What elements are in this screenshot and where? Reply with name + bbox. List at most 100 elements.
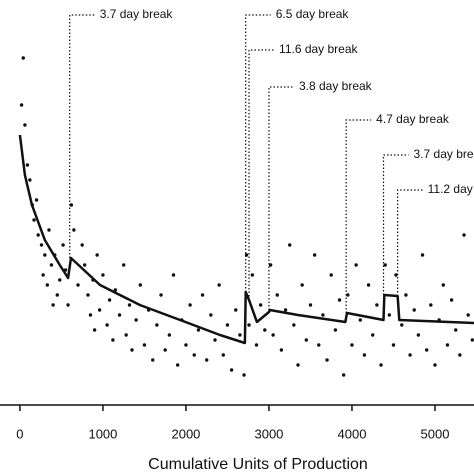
data-point bbox=[163, 348, 167, 352]
x-tick-label: 0 bbox=[16, 426, 23, 441]
data-point bbox=[250, 273, 255, 277]
data-point bbox=[61, 243, 65, 247]
data-point bbox=[155, 323, 159, 327]
data-point bbox=[55, 293, 59, 297]
data-point bbox=[25, 163, 30, 167]
data-point bbox=[76, 283, 80, 287]
data-point bbox=[171, 273, 176, 277]
data-point bbox=[95, 253, 99, 257]
data-point bbox=[130, 348, 134, 352]
break-label: 4.7 day break bbox=[376, 112, 450, 126]
data-point bbox=[225, 323, 230, 327]
data-point bbox=[247, 323, 251, 327]
data-point bbox=[429, 303, 433, 307]
data-point bbox=[383, 263, 387, 267]
data-point bbox=[379, 363, 383, 367]
data-point bbox=[433, 363, 437, 367]
data-point bbox=[354, 263, 358, 267]
data-point bbox=[175, 363, 180, 367]
break-leader bbox=[69, 14, 95, 258]
data-point bbox=[221, 353, 226, 357]
data-point bbox=[86, 293, 90, 297]
data-point bbox=[39, 243, 44, 247]
data-point bbox=[391, 343, 396, 347]
data-point bbox=[34, 198, 39, 202]
data-point bbox=[234, 308, 238, 312]
data-point bbox=[454, 328, 458, 332]
data-point bbox=[142, 343, 147, 347]
x-tick-label: 3000 bbox=[254, 426, 283, 441]
data-point bbox=[167, 333, 172, 337]
data-point bbox=[51, 303, 55, 307]
break-label: 11.6 day break bbox=[279, 42, 358, 56]
data-point bbox=[358, 318, 362, 322]
data-point bbox=[21, 56, 25, 60]
data-point bbox=[196, 328, 201, 332]
data-point bbox=[404, 293, 408, 297]
data-point bbox=[217, 283, 221, 287]
data-point bbox=[117, 313, 122, 317]
data-point bbox=[462, 233, 466, 237]
data-point bbox=[350, 343, 354, 347]
data-point bbox=[200, 293, 205, 297]
data-point bbox=[292, 323, 296, 327]
data-point bbox=[43, 253, 47, 257]
data-point bbox=[19, 103, 24, 107]
data-point bbox=[23, 123, 27, 127]
data-point bbox=[47, 228, 51, 232]
x-tick-label: 2000 bbox=[171, 426, 200, 441]
data-point bbox=[268, 263, 273, 267]
break-label: 11.2 day break bbox=[428, 182, 474, 196]
data-point bbox=[263, 328, 267, 332]
data-point bbox=[192, 353, 196, 357]
data-point bbox=[134, 318, 138, 322]
data-point bbox=[254, 343, 259, 347]
data-point bbox=[400, 323, 404, 327]
data-point bbox=[337, 298, 342, 302]
data-point bbox=[111, 338, 115, 342]
data-point bbox=[394, 273, 398, 277]
data-point bbox=[304, 338, 309, 342]
break-leader bbox=[268, 86, 294, 310]
data-point bbox=[317, 343, 321, 347]
data-point bbox=[279, 348, 284, 352]
data-point bbox=[275, 293, 279, 297]
data-point bbox=[308, 303, 313, 307]
data-point bbox=[97, 308, 102, 312]
data-point bbox=[258, 303, 263, 307]
data-point bbox=[209, 313, 213, 317]
data-point bbox=[449, 298, 454, 302]
data-point bbox=[466, 313, 470, 317]
break-leader bbox=[345, 119, 372, 313]
data-point bbox=[36, 233, 40, 237]
data-point bbox=[312, 253, 317, 257]
data-point bbox=[333, 328, 338, 332]
x-tick-label: 4000 bbox=[338, 426, 367, 441]
data-point bbox=[271, 333, 275, 337]
data-point bbox=[300, 283, 304, 287]
data-point bbox=[341, 373, 346, 377]
data-point bbox=[32, 218, 36, 222]
data-point bbox=[101, 273, 105, 277]
data-point bbox=[184, 343, 188, 347]
data-point bbox=[329, 273, 333, 277]
data-point bbox=[283, 308, 288, 312]
data-point bbox=[470, 338, 474, 342]
data-point bbox=[296, 363, 300, 367]
break-label: 3.7 day break bbox=[414, 147, 474, 161]
data-point bbox=[420, 253, 425, 257]
break-leader bbox=[245, 14, 271, 292]
data-point bbox=[69, 203, 74, 207]
break-label: 3.7 day break bbox=[100, 7, 174, 21]
data-point bbox=[213, 338, 217, 342]
break-leader bbox=[248, 49, 275, 300]
break-label: 6.5 day break bbox=[276, 7, 350, 21]
data-point bbox=[441, 283, 445, 287]
data-point bbox=[41, 273, 45, 277]
data-point bbox=[362, 353, 367, 357]
fit-line bbox=[18, 134, 474, 345]
data-point bbox=[445, 343, 450, 347]
data-point bbox=[121, 263, 126, 267]
data-point bbox=[105, 323, 109, 327]
